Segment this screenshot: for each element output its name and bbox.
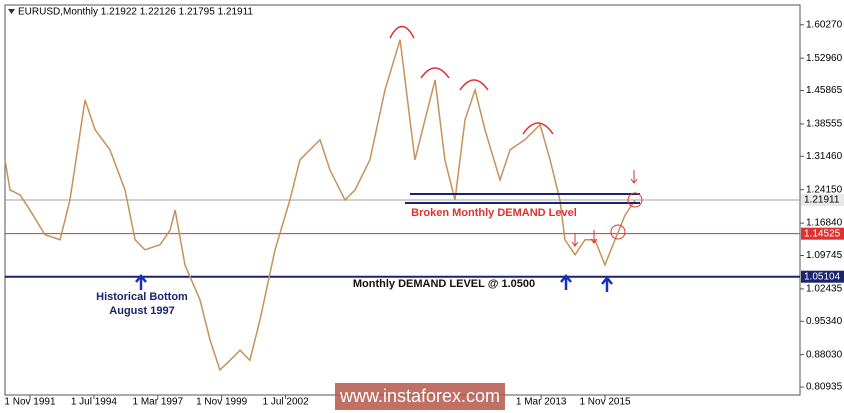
watermark-box	[335, 383, 505, 410]
y-tick-label: 0.88030	[806, 349, 843, 360]
x-tick-label: 1 Jul 1994	[71, 396, 118, 407]
annotation: August 1997	[109, 305, 174, 317]
y-tick-label: 0.80935	[806, 382, 843, 393]
y-tick-label: 1.09745	[806, 250, 843, 261]
arrow	[601, 276, 613, 292]
price-line	[4, 39, 636, 372]
annotation: Broken Monthly DEMAND Level	[411, 207, 577, 219]
annotation: Historical Bottom	[96, 291, 188, 303]
annotation: Monthly DEMAND LEVEL @ 1.0500	[353, 278, 535, 290]
arrow	[590, 230, 598, 244]
price-label: 1.21911	[804, 195, 840, 206]
circle-marker	[627, 192, 643, 208]
arc	[459, 79, 489, 91]
arrow	[560, 274, 572, 290]
x-tick-label: 1 Mar 1997	[132, 396, 183, 407]
x-tick-label: 1 Nov 1999	[196, 396, 248, 407]
y-tick-label: 1.31460	[806, 151, 843, 162]
arc	[420, 67, 450, 79]
arrow	[135, 274, 147, 290]
chart-header: EURUSD,Monthly 1.21922 1.22126 1.21795 1…	[18, 7, 253, 18]
menu-icon	[8, 9, 15, 14]
arrow	[571, 233, 579, 247]
x-tick-label: 1 Nov 1991	[4, 396, 56, 407]
x-tick-label: 1 Nov 2015	[579, 396, 631, 407]
arrow	[630, 170, 638, 184]
price-label: 1.05104	[804, 271, 841, 282]
price-label-box	[801, 270, 844, 283]
watermark: www.instaforex.com	[339, 386, 500, 406]
y-tick-label: 1.16840	[806, 218, 843, 229]
arc	[522, 122, 554, 135]
y-tick-label: 1.45865	[806, 85, 843, 96]
price-label: 1.14525	[804, 228, 841, 239]
y-tick-label: 1.02435	[806, 284, 843, 295]
y-tick-label: 1.60270	[806, 19, 843, 30]
x-tick-label: 1 Jul 2002	[262, 396, 309, 407]
circle-marker	[610, 224, 626, 240]
annotation-shapes	[8, 9, 643, 292]
y-tick-label: 1.38555	[806, 119, 843, 130]
y-tick-label: 1.24150	[806, 184, 843, 195]
price-label-box	[801, 193, 844, 206]
y-tick-label: 1.52960	[806, 53, 843, 64]
arc	[389, 25, 415, 39]
y-tick-label: 0.95340	[806, 316, 843, 327]
price-label-box	[801, 227, 844, 240]
x-tick-label: 1 Mar 2013	[516, 396, 567, 407]
